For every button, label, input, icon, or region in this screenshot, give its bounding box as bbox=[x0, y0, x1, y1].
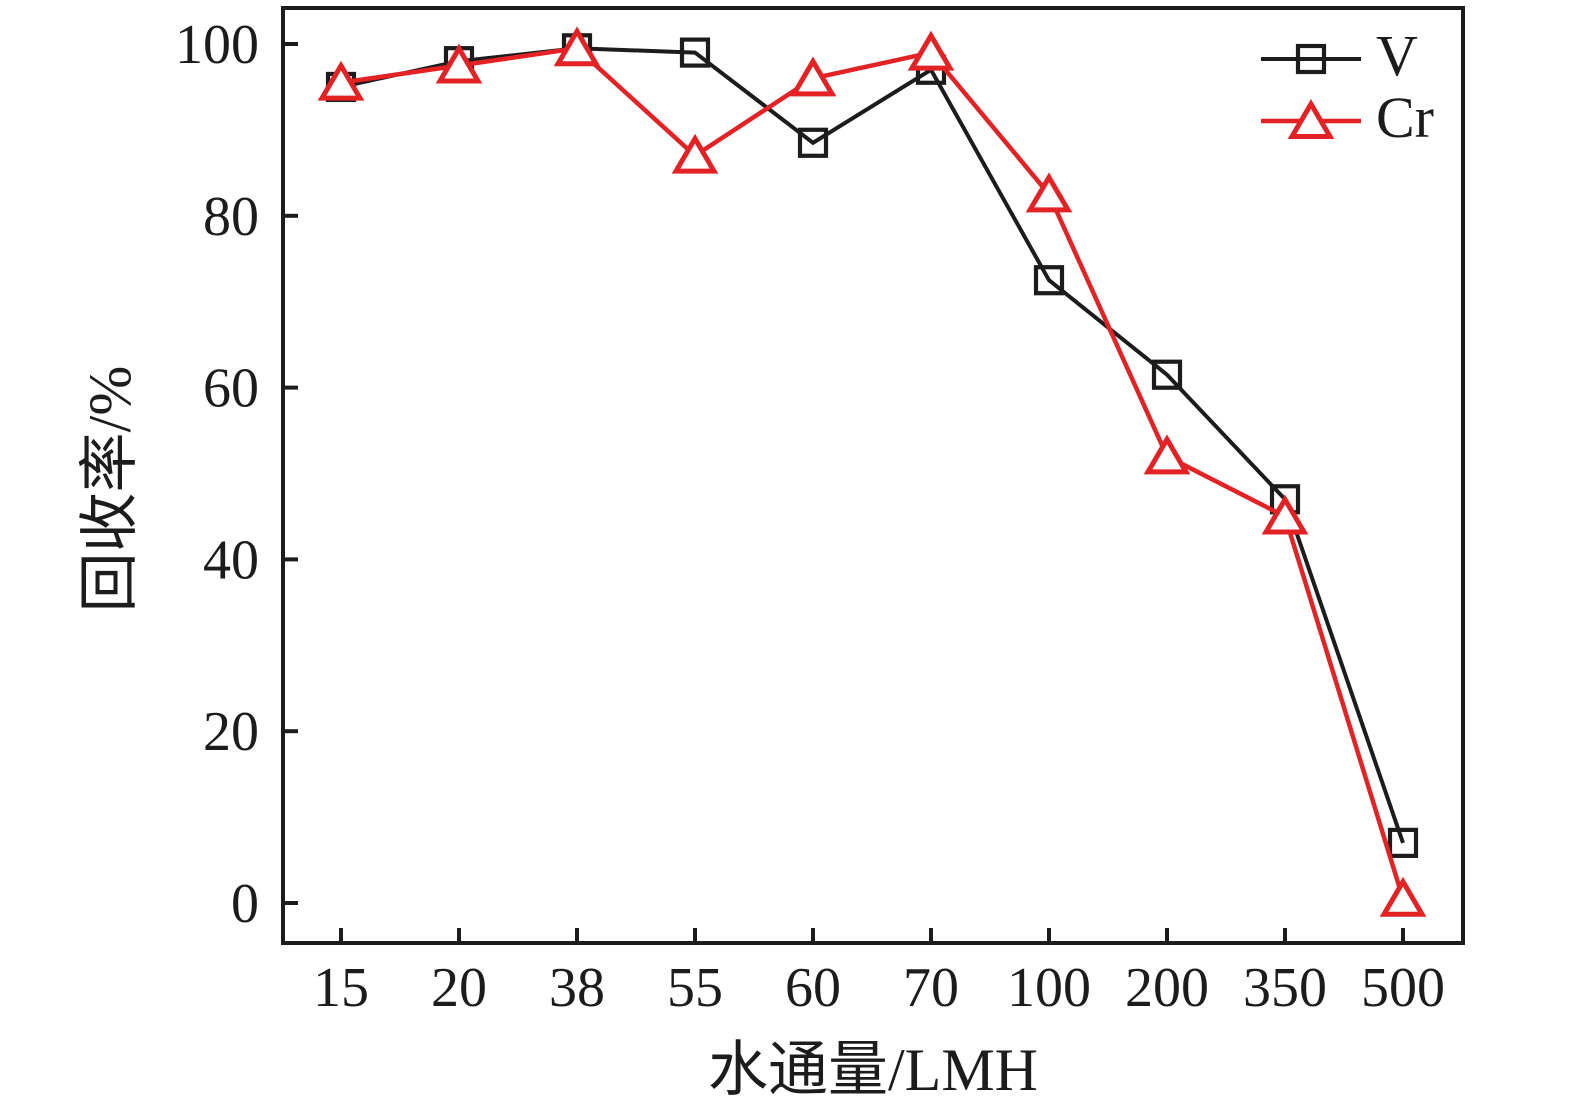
data-point-Cr-200-marker-triangle bbox=[1143, 434, 1191, 475]
plot-area: 0 20 40 60 80 100 15 20 38 55 60 70 100 200 350 500 VCr bbox=[175, 6, 1465, 1019]
data-point-Cr-38-marker-triangle bbox=[553, 26, 601, 67]
x-tick-label: 20 bbox=[431, 957, 487, 1019]
x-axis-title: 水通量/LMH bbox=[708, 1037, 1038, 1103]
x-tick-label: 60 bbox=[785, 957, 841, 1019]
data-point-V-500-marker-square bbox=[1387, 827, 1419, 858]
data-point-Cr-20-marker-triangle bbox=[435, 43, 483, 84]
data-point-Cr-500-marker-triangle bbox=[1379, 876, 1427, 917]
y-tick-label: 80 bbox=[203, 186, 259, 248]
legend-label-Cr: Cr bbox=[1376, 85, 1434, 150]
y-tick-label: 0 bbox=[231, 873, 259, 935]
data-point-V-100-marker-square bbox=[1033, 265, 1065, 296]
data-point-V-55-marker-square bbox=[679, 37, 711, 68]
x-tick-label: 200 bbox=[1125, 957, 1209, 1019]
y-tick-label: 60 bbox=[203, 358, 259, 420]
data-point-Cr-55-marker-triangle bbox=[671, 133, 719, 174]
x-tick-label: 38 bbox=[549, 957, 605, 1019]
data-point-Cr-70-marker-triangle bbox=[907, 30, 955, 71]
y-axis-title: 回收率/% bbox=[77, 366, 143, 613]
y-tick-label: 40 bbox=[203, 529, 259, 591]
data-point-V-60-marker-square bbox=[797, 127, 829, 158]
data-point-Cr-350-marker-triangle bbox=[1261, 494, 1309, 535]
series-line-Cr bbox=[340, 45, 1406, 900]
x-tick-label: 350 bbox=[1243, 957, 1327, 1019]
series-line-V bbox=[340, 46, 1405, 844]
x-tick-label: 55 bbox=[667, 957, 723, 1019]
y-tick-label: 20 bbox=[203, 701, 259, 763]
y-tick-label: 100 bbox=[175, 14, 259, 76]
legend-V-marker-square bbox=[1295, 43, 1327, 75]
x-tick-label: 15 bbox=[313, 957, 369, 1019]
legend-label-V: V bbox=[1376, 23, 1418, 88]
legend-Cr-marker-triangle bbox=[1287, 99, 1335, 139]
x-tick-label: 100 bbox=[1007, 957, 1091, 1019]
data-point-Cr-60-marker-triangle bbox=[789, 56, 837, 97]
x-tick-label: 500 bbox=[1361, 957, 1445, 1019]
data-point-V-200-marker-square bbox=[1151, 359, 1183, 390]
data-point-Cr-15-marker-triangle bbox=[317, 60, 365, 101]
data-point-Cr-100-marker-triangle bbox=[1025, 172, 1073, 213]
plot-frame bbox=[281, 6, 1465, 945]
x-tick-label: 70 bbox=[903, 957, 959, 1019]
